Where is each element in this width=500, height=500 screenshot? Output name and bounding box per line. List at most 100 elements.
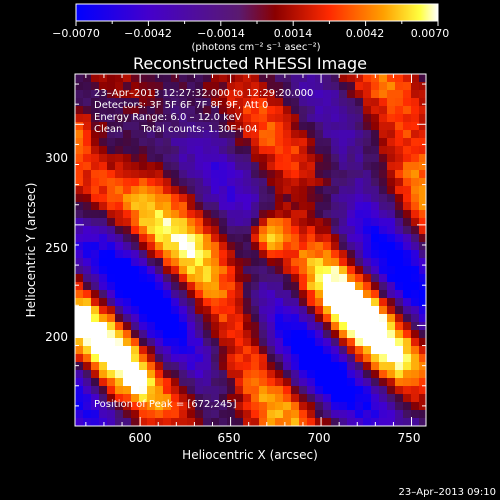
heatmap-cell <box>291 234 300 243</box>
heatmap-cell <box>155 210 164 219</box>
heatmap-cell <box>355 322 364 331</box>
heatmap-cell <box>323 274 332 283</box>
heatmap-cell <box>323 362 332 371</box>
heatmap-cell <box>83 186 92 195</box>
heatmap-cell <box>235 394 244 403</box>
heatmap-cell <box>211 402 220 411</box>
heatmap-cell <box>243 138 252 147</box>
heatmap-cell <box>267 330 276 339</box>
heatmap-cell <box>299 122 308 131</box>
heatmap-cell <box>355 218 364 227</box>
heatmap-cell <box>83 138 92 147</box>
heatmap-cell <box>99 170 108 179</box>
heatmap-cell <box>243 370 252 379</box>
heatmap-cell <box>299 194 308 203</box>
heatmap-cell <box>291 274 300 283</box>
heatmap-cell <box>195 106 204 115</box>
heatmap-cell <box>163 338 172 347</box>
heatmap-cell <box>163 218 172 227</box>
heatmap-cell <box>299 178 308 187</box>
heatmap-cell <box>259 130 268 139</box>
heatmap-cell <box>211 282 220 291</box>
heatmap-cell <box>283 226 292 235</box>
heatmap-cell <box>131 194 140 203</box>
heatmap-cell <box>363 202 372 211</box>
heatmap-cell <box>107 370 116 379</box>
heatmap-cell <box>131 90 140 99</box>
heatmap-cell <box>251 74 260 83</box>
heatmap-cell <box>171 346 180 355</box>
heatmap-cell <box>75 370 84 379</box>
heatmap-cell <box>107 194 116 203</box>
heatmap-cell <box>347 394 356 403</box>
heatmap-cell <box>219 106 228 115</box>
heatmap-cell <box>267 234 276 243</box>
heatmap-cell <box>163 122 172 131</box>
heatmap-cell <box>123 114 132 123</box>
heatmap-cell <box>227 218 236 227</box>
heatmap-cell <box>331 298 340 307</box>
heatmap-cell <box>219 346 228 355</box>
heatmap-cell <box>331 226 340 235</box>
heatmap-cell <box>235 226 244 235</box>
heatmap-cell <box>219 226 228 235</box>
heatmap-cell <box>107 226 116 235</box>
heatmap-cell <box>147 138 156 147</box>
heatmap-cell <box>307 170 316 179</box>
heatmap-cell <box>75 378 84 387</box>
heatmap-cell <box>227 178 236 187</box>
heatmap-cell <box>195 410 204 419</box>
heatmap-cell <box>419 162 426 171</box>
heatmap-cell <box>107 82 116 91</box>
heatmap-cell <box>131 370 140 379</box>
heatmap-cell <box>307 242 316 251</box>
heatmap-cell <box>171 258 180 267</box>
heatmap-cell <box>155 234 164 243</box>
heatmap-cell <box>227 386 236 395</box>
heatmap-cell <box>131 362 140 371</box>
heatmap-cell <box>403 402 412 411</box>
heatmap-cell <box>331 266 340 275</box>
heatmap-cell <box>91 386 100 395</box>
heatmap-cell <box>115 378 124 387</box>
heatmap-cell <box>75 362 84 371</box>
heatmap-cell <box>363 298 372 307</box>
heatmap-cell <box>155 194 164 203</box>
heatmap-cell <box>203 194 212 203</box>
heatmap-cell <box>139 362 148 371</box>
heatmap-cell <box>107 122 116 131</box>
heatmap-cell <box>123 282 132 291</box>
heatmap-cell <box>315 138 324 147</box>
heatmap-cell <box>371 130 380 139</box>
heatmap-cell <box>243 226 252 235</box>
heatmap-cell <box>299 410 308 419</box>
heatmap-cell <box>403 378 412 387</box>
heatmap-cell <box>235 282 244 291</box>
heatmap-cell <box>163 194 172 203</box>
heatmap-cell <box>363 386 372 395</box>
heatmap-cell <box>99 114 108 123</box>
heatmap-cell <box>91 274 100 283</box>
heatmap-cell <box>211 194 220 203</box>
heatmap-cell <box>115 154 124 163</box>
heatmap-cell <box>203 122 212 131</box>
heatmap-cell <box>187 314 196 323</box>
heatmap-cell <box>267 178 276 187</box>
heatmap-cell <box>243 170 252 179</box>
heatmap-cell <box>179 122 188 131</box>
heatmap-cell <box>267 90 276 99</box>
heatmap-cell <box>347 410 356 419</box>
heatmap-cell <box>123 394 132 403</box>
heatmap-cell <box>299 330 308 339</box>
heatmap-cell <box>83 218 92 227</box>
heatmap-cell <box>179 266 188 275</box>
y-tick-label-250: 250 <box>45 241 68 255</box>
heatmap-cell <box>339 98 348 107</box>
heatmap-cell <box>99 146 108 155</box>
heatmap-cell <box>379 106 388 115</box>
heatmap-cell <box>419 322 426 331</box>
heatmap-cell <box>123 298 132 307</box>
heatmap-cell <box>347 218 356 227</box>
heatmap-cell <box>251 82 260 91</box>
heatmap-cell <box>419 210 426 219</box>
